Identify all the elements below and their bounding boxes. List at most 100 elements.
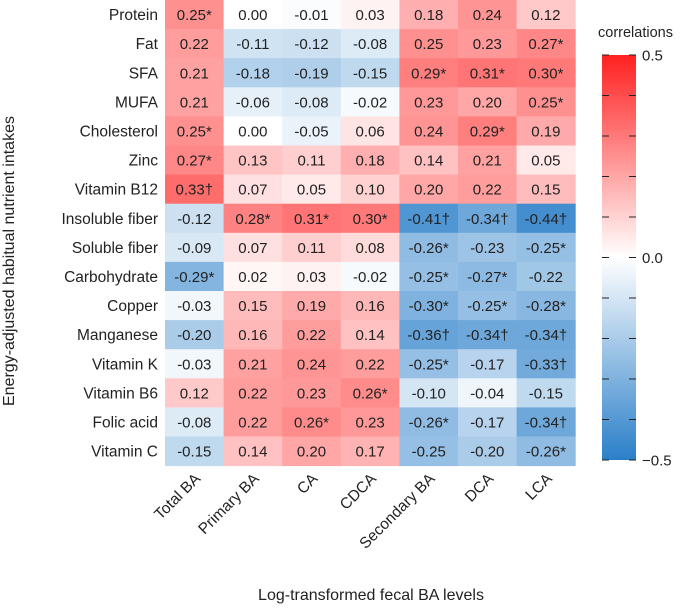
cell-value-label: -0.25* [409, 356, 449, 373]
cell-value-label: 0.29* [411, 65, 446, 82]
y-axis-title: Energy-adjusted habitual nutrient intake… [1, 116, 18, 406]
row-label: Vitamin C [91, 444, 158, 461]
cell-value-label: -0.28* [526, 298, 566, 315]
cell-value-label: 0.23 [355, 414, 384, 431]
cell-value-label: -0.02 [353, 94, 387, 111]
heatmap-cell [516, 261, 576, 292]
cell-value-label: 0.27* [177, 153, 212, 170]
cell-value-label: -0.15 [529, 385, 563, 402]
heatmap-cell [458, 436, 518, 467]
cell-value-label: 0.00 [238, 7, 267, 24]
heatmap-cell [516, 320, 576, 350]
cell-value-label: 0.11 [297, 240, 325, 257]
cell-value-label: -0.29* [174, 269, 214, 286]
heatmap-cell [165, 232, 225, 263]
heatmap-cell [282, 261, 342, 292]
cell-value-label: 0.31* [294, 211, 329, 228]
heatmap-cell [458, 320, 518, 350]
row-label: Copper [107, 298, 158, 315]
cell-value-label: -0.03 [177, 356, 211, 373]
heatmap-cell [223, 87, 283, 117]
heatmap-cell [516, 232, 576, 263]
cell-value-label: 0.21 [180, 94, 209, 111]
heatmap-cell [223, 291, 283, 321]
cell-value-label: 0.30* [353, 211, 388, 228]
cell-value-label: 0.05 [297, 182, 326, 199]
heatmap-cell [340, 378, 400, 408]
heatmap-cell [516, 87, 576, 117]
heatmap-cell [458, 174, 518, 205]
heatmap-cell [282, 174, 342, 205]
row-label: Cholesterol [80, 123, 158, 140]
heatmap-cell [458, 261, 518, 292]
cell-value-label: 0.21 [238, 356, 267, 373]
cell-value-label: -0.25* [467, 298, 507, 315]
cell-value-label: -0.06 [236, 94, 270, 111]
cell-value-label: 0.13 [238, 153, 267, 170]
heatmap-cell [165, 87, 225, 117]
color-legend: correlations 0.5 0.0 −0.5 [598, 25, 673, 470]
row-label: Carbohydrate [64, 269, 158, 286]
cell-value-label: 0.22 [238, 414, 267, 431]
row-label: Folic acid [93, 414, 158, 431]
heatmap-cell [282, 320, 342, 350]
row-label: Protein [109, 7, 158, 24]
cell-value-label: 0.21 [473, 153, 502, 170]
cell-value-label: 0.29* [470, 123, 505, 140]
heatmap-cell [223, 0, 283, 30]
heatmap-cell [340, 0, 400, 30]
cell-value-label: 0.25* [177, 7, 212, 24]
cell-value-label: -0.22 [529, 269, 563, 286]
row-label: Insoluble fiber [61, 211, 158, 228]
heatmap-cell [165, 349, 225, 379]
cell-value-label: 0.24 [473, 7, 502, 24]
heatmap-cell [516, 29, 576, 59]
legend-tick-label: −0.5 [642, 453, 672, 470]
heatmap-cell [223, 58, 283, 88]
cell-value-label: -0.33† [525, 356, 568, 373]
heatmap-cell [165, 261, 225, 292]
heatmap-cell [458, 116, 518, 146]
heatmap-cell [282, 58, 342, 88]
cell-value-label: -0.34† [466, 211, 509, 228]
x-axis-title: Log-transformed fecal BA levels [258, 587, 484, 604]
heatmap-cell [399, 349, 459, 379]
heatmap-cell [340, 320, 400, 350]
column-label: CA [294, 470, 322, 498]
row-label: Zinc [129, 153, 159, 170]
heatmap-cell [399, 0, 459, 30]
cell-value-label: -0.19 [294, 65, 328, 82]
heatmap-cell [458, 29, 518, 59]
heatmap-cell [458, 232, 518, 263]
heatmap-cell [223, 232, 283, 263]
cell-value-label: 0.15 [531, 182, 560, 199]
heatmap-cell [458, 291, 518, 321]
cell-value-label: -0.25* [409, 269, 449, 286]
heatmap-cell [223, 378, 283, 408]
cell-value-label: 0.22 [180, 36, 209, 53]
heatmap-cell [399, 87, 459, 117]
heatmap-cell [458, 87, 518, 117]
cell-value-label: 0.24 [414, 123, 443, 140]
row-label: Manganese [77, 327, 158, 344]
cell-value-label: -0.17 [470, 356, 504, 373]
cell-value-label: -0.12 [294, 36, 328, 53]
cell-value-label: 0.11 [297, 153, 325, 170]
heatmap-cell [399, 174, 459, 205]
heatmap-cell [165, 203, 225, 234]
heatmap-cell [399, 203, 459, 234]
heatmap-cell [340, 203, 400, 234]
heatmap-cell [399, 436, 459, 467]
heatmap-cell [340, 29, 400, 59]
cell-value-label: -0.09 [177, 240, 211, 257]
cell-value-label: -0.20 [470, 444, 504, 461]
legend-ticks: 0.5 0.0 −0.5 [602, 48, 672, 470]
column-label: Primary BA [195, 470, 263, 538]
cell-value-label: 0.19 [297, 298, 326, 315]
cell-value-label: 0.03 [355, 7, 384, 24]
cell-value-label: 0.31* [470, 65, 505, 82]
cell-value-label: 0.22 [297, 327, 326, 344]
cell-value-label: -0.27* [467, 269, 507, 286]
